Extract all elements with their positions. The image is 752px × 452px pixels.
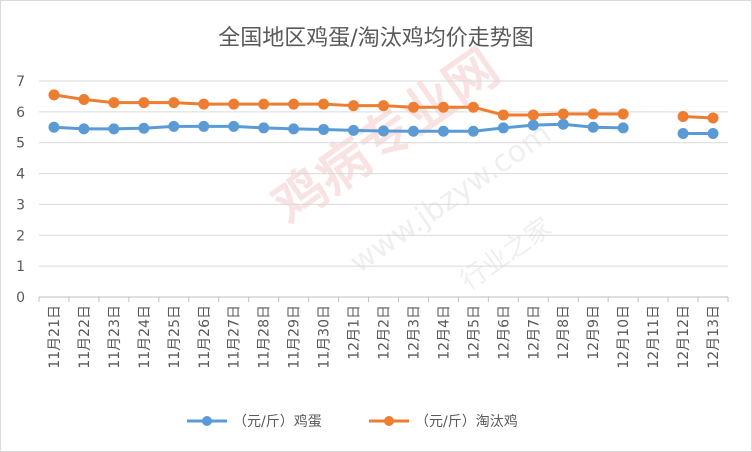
data-point (258, 122, 270, 134)
data-point (78, 123, 90, 135)
data-point (138, 97, 150, 109)
data-point (318, 98, 330, 110)
watermark: 鸡病专业网 www.jbzyw.com 行业之家 (263, 38, 558, 297)
data-point (677, 110, 689, 122)
x-tick-label: 11月21日 (47, 305, 63, 369)
x-tick-label: 12月11日 (646, 305, 662, 369)
y-tick-label: 5 (16, 136, 25, 152)
data-point (198, 98, 210, 110)
x-tick-label: 12月10日 (616, 305, 632, 369)
x-tick-label: 12月12日 (676, 305, 692, 369)
x-tick-label: 11月25日 (167, 305, 183, 369)
data-point (557, 118, 569, 130)
y-tick-label: 4 (16, 167, 25, 183)
data-point (617, 108, 629, 120)
x-tick-label: 12月2日 (377, 305, 393, 360)
x-tick-label: 11月26日 (197, 305, 213, 369)
y-tick-label: 2 (16, 228, 25, 244)
data-point (527, 119, 539, 131)
data-point (168, 97, 180, 109)
legend: （元/斤）鸡蛋 （元/斤）淘汰鸡 (187, 413, 518, 430)
legend-label: （元/斤）鸡蛋 (233, 413, 322, 430)
data-point (198, 120, 210, 132)
data-point (437, 101, 449, 113)
legend-label: （元/斤）淘汰鸡 (415, 413, 518, 430)
data-point (617, 122, 629, 134)
x-tick-label: 11月22日 (77, 305, 93, 369)
data-point (557, 108, 569, 120)
watermark-slogan: 行业之家 (455, 212, 557, 296)
data-point (527, 109, 539, 121)
y-tick-label: 3 (16, 197, 25, 213)
data-point (348, 100, 360, 112)
gridlines (39, 80, 728, 267)
data-point (228, 120, 240, 132)
legend-marker (202, 416, 212, 426)
data-point (348, 124, 360, 136)
data-point (587, 121, 599, 133)
data-point (138, 122, 150, 134)
x-tick-label: 12月5日 (466, 305, 482, 360)
x-tick-label: 11月27日 (227, 305, 243, 369)
series-lines (48, 89, 719, 139)
x-tick-label: 11月29日 (287, 305, 303, 369)
data-point (707, 112, 719, 124)
x-tick-label: 12月3日 (406, 305, 422, 360)
data-point (378, 100, 389, 112)
axes: 0 1 2 3 4 5 6 7 11月21日 11月22日 11月23日 11月24日 11月25日 11… (16, 74, 729, 369)
watermark-brand: 鸡病专业网 (263, 38, 510, 236)
x-tick-label: 12月1日 (347, 305, 363, 360)
data-point (378, 125, 389, 137)
data-point (707, 127, 719, 139)
y-tick-label: 1 (16, 259, 25, 275)
legend-marker (384, 416, 394, 426)
data-point (288, 123, 300, 135)
data-point (587, 108, 599, 120)
data-point (108, 97, 120, 109)
x-tick-label: 12月4日 (436, 305, 452, 360)
data-point (407, 101, 419, 113)
x-tick-label: 11月28日 (257, 305, 273, 369)
data-point (288, 98, 300, 110)
series-1 (48, 89, 719, 124)
data-point (677, 127, 689, 139)
data-point (78, 94, 90, 106)
data-point (497, 109, 509, 121)
data-point (48, 121, 60, 133)
x-tick-label: 12月6日 (496, 305, 512, 360)
x-tick-label: 12月13日 (706, 305, 722, 369)
y-tick-label: 7 (16, 74, 25, 90)
x-tick-label: 12月9日 (586, 305, 602, 360)
x-tick-label: 11月30日 (317, 305, 333, 369)
data-point (497, 122, 509, 134)
data-point (228, 98, 240, 110)
data-point (168, 120, 180, 132)
data-point (407, 125, 419, 137)
x-tick-label: 12月7日 (526, 305, 542, 360)
y-tick-label: 0 (16, 290, 25, 306)
series-0 (48, 118, 719, 139)
chart-title: 全国地区鸡蛋/淘汰鸡均价走势图 (218, 26, 533, 51)
data-point (318, 123, 330, 135)
data-point (437, 125, 449, 137)
data-point (48, 89, 60, 101)
x-tick-label: 11月23日 (107, 305, 123, 369)
data-point (108, 123, 120, 135)
x-tick-label: 11月24日 (137, 305, 153, 369)
data-point (467, 125, 479, 137)
y-tick-label: 6 (16, 105, 25, 121)
data-point (467, 101, 479, 113)
x-tick-label: 12月8日 (556, 305, 572, 360)
data-point (258, 98, 270, 110)
